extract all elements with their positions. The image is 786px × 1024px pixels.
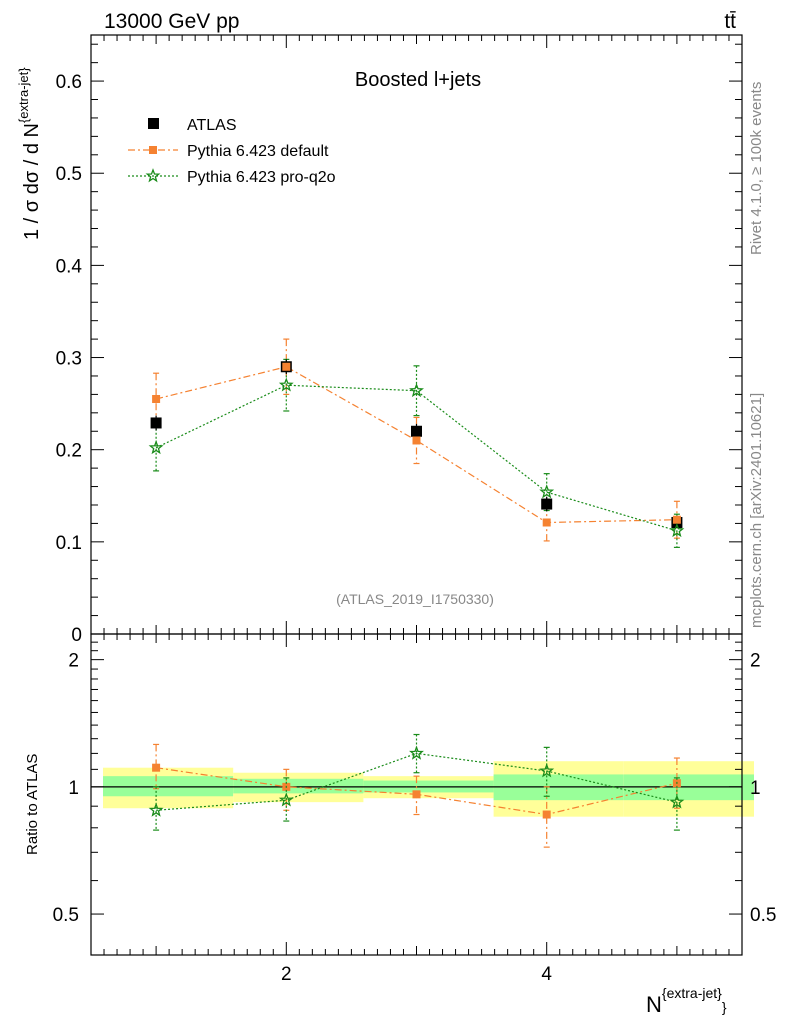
- default-ratio-point: [412, 790, 421, 799]
- chart-title: Boosted l+jets: [355, 69, 481, 91]
- x-tick-label: 2: [281, 964, 292, 985]
- x-axis-label-close: }: [722, 999, 727, 1015]
- default-line: [155, 366, 677, 524]
- proq2o-point: [148, 439, 164, 455]
- y-tick-label: 0.4: [56, 256, 83, 277]
- y-tick-label: 0.2: [56, 441, 82, 462]
- default-point: [672, 515, 681, 524]
- proq2o-ratio-point: [148, 802, 164, 817]
- site-label: mcplots.cern.ch [arXiv:2401.10621]: [748, 393, 765, 628]
- legend-atlas-label: ATLAS: [187, 117, 237, 134]
- ratio-y-label: Ratio to ATLAS: [24, 754, 41, 855]
- legend-star-shape: [145, 168, 161, 183]
- y-tick-label: 0.6: [56, 72, 82, 93]
- process-label: tt̄: [724, 10, 736, 33]
- legend-default-marker: [149, 146, 157, 154]
- proq2o-line: [155, 384, 678, 532]
- y-tick-label: 0.1: [56, 533, 82, 554]
- default-point: [542, 518, 551, 527]
- legend-proq2o-marker: [145, 168, 161, 183]
- svg-text:N{extra-jet}}: N{extra-jet}}: [646, 985, 727, 1017]
- uncertainty-band-inner: [103, 776, 234, 797]
- ratio-y-tick-label: 2: [68, 651, 79, 672]
- energy-label: 13000 GeV pp: [104, 10, 239, 33]
- uncertainty-band-inner: [233, 778, 364, 794]
- proq2o-ratio-point: [409, 745, 424, 760]
- legend-atlas-marker: [148, 118, 159, 129]
- x-axis-label-main: N: [646, 992, 662, 1017]
- default-point: [152, 395, 161, 404]
- proq2o-point: [669, 522, 685, 538]
- proq2o-ratio-point: [669, 794, 685, 809]
- ratio-y-tick-label-right: 1: [750, 778, 761, 799]
- svg-text:1 / σ dσ / d N{extra-jet}: 1 / σ dσ / d N{extra-jet}: [16, 67, 43, 240]
- y-tick-label: 0.5: [56, 164, 82, 185]
- ratio-y-tick-label: 0.5: [53, 905, 79, 926]
- default-point: [282, 362, 291, 371]
- default-ratio-point: [152, 763, 161, 772]
- proq2o-ratio-point: [539, 763, 555, 778]
- proq2o-point: [539, 484, 555, 499]
- default-ratio-line: [156, 767, 678, 816]
- proq2o-ratio-line: [156, 752, 678, 811]
- y-axis-label: 1 / σ dσ / d N{extra-jet}: [16, 67, 43, 240]
- legend: ATLAS Pythia 6.423 default Pythia 6.423 …: [128, 117, 336, 186]
- y-axis-label-main: 1 / σ dσ / d N: [21, 123, 43, 240]
- ratio-frame: [90, 633, 743, 956]
- x-tick-label: 4: [541, 964, 552, 985]
- y-tick-label: 0.3: [56, 349, 82, 370]
- ratio-y-tick-label-right: 2: [750, 651, 761, 672]
- proq2o-ratio-point: [278, 792, 294, 807]
- default-ratio-point: [542, 810, 551, 819]
- rivet-label: Rivet 4.1.0, ≥ 100k events: [748, 82, 765, 255]
- y-tick-label: 0: [71, 625, 82, 646]
- main-panel: 0 0.1 0.2 0.3 0.4 0.5 0.6: [56, 34, 743, 955]
- legend-proq2o-label: Pythia 6.423 pro-q2o: [187, 169, 336, 186]
- legend-default-label: Pythia 6.423 default: [187, 143, 329, 160]
- proq2o-point: [278, 377, 294, 392]
- analysis-tag: (ATLAS_2019_I1750330): [336, 591, 494, 607]
- x-axis-label: N{extra-jet}}: [646, 985, 727, 1017]
- y-axis-label-sup: {extra-jet}: [16, 67, 31, 123]
- proq2o-point: [409, 382, 424, 398]
- default-point: [412, 436, 421, 445]
- ratio-y-tick-label: 1: [68, 778, 79, 799]
- x-axis-label-sup: {extra-jet}: [662, 985, 722, 1001]
- ratio-y-tick-label-right: 0.5: [750, 905, 776, 926]
- ratio-panel: 2 4 0.5 0.5 1 1 2 2: [53, 633, 776, 985]
